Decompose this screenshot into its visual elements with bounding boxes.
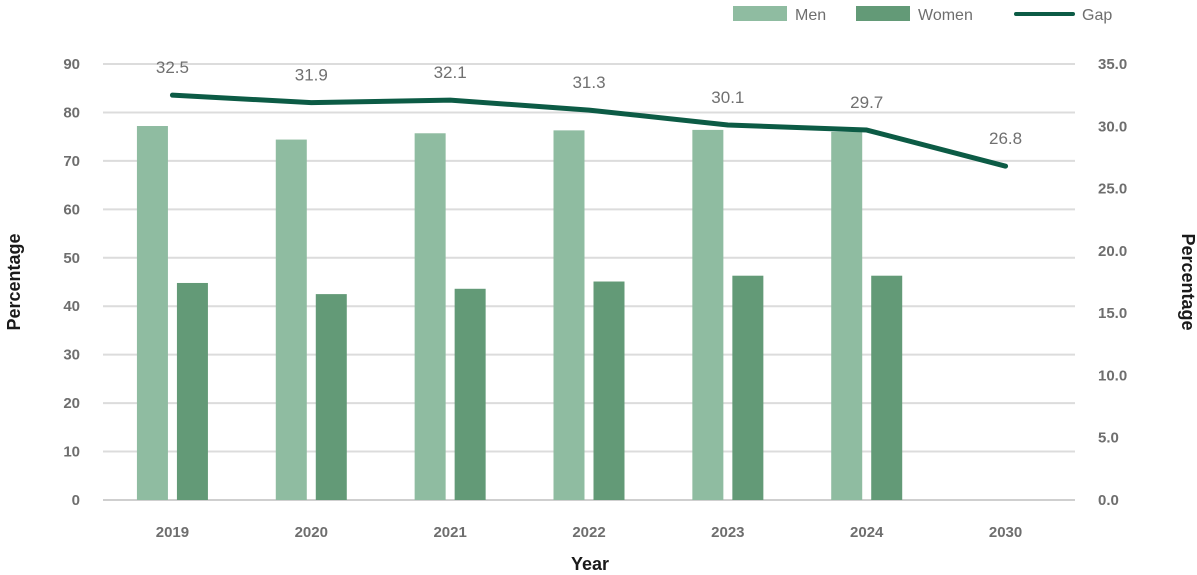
left-tick-label: 80 xyxy=(63,104,80,121)
x-tick-label: 2020 xyxy=(295,524,328,541)
gap-data-label: 26.8 xyxy=(989,129,1022,148)
bars xyxy=(136,126,903,501)
left-tick-label: 40 xyxy=(63,298,80,315)
bar-men xyxy=(275,139,307,500)
right-tick-label: 0.0 xyxy=(1098,492,1119,509)
left-axis-title: Percentage xyxy=(4,233,24,330)
right-tick-label: 30.0 xyxy=(1098,118,1127,135)
left-tick-label: 90 xyxy=(63,56,80,73)
right-tick-label: 20.0 xyxy=(1098,243,1127,260)
left-tick-label: 30 xyxy=(63,347,80,364)
bar-men xyxy=(692,129,724,500)
left-tick-label: 20 xyxy=(63,395,80,412)
right-tick-label: 5.0 xyxy=(1098,430,1119,447)
bar-men xyxy=(553,130,585,500)
gap-data-label: 32.5 xyxy=(156,58,189,77)
gap-series-line xyxy=(169,92,1009,169)
x-tick-label: 2021 xyxy=(433,524,466,541)
legend-swatch-men xyxy=(733,6,787,21)
x-tick-label: 2023 xyxy=(711,524,744,541)
gap-data-label: 32.1 xyxy=(434,63,467,82)
legend-label-men: Men xyxy=(795,7,826,24)
bar-women xyxy=(315,294,347,500)
bar-men xyxy=(136,126,168,501)
bar-men xyxy=(414,133,446,500)
right-axis-ticks: 0.0 5.0 10.0 15.0 20.0 25.0 30.0 35.0 xyxy=(1098,56,1127,509)
bar-women xyxy=(593,281,625,500)
right-tick-label: 10.0 xyxy=(1098,367,1127,384)
gap-data-label: 31.9 xyxy=(295,66,328,85)
right-axis-title: Percentage xyxy=(1178,233,1197,330)
legend: Men Women Gap xyxy=(733,6,1112,24)
right-tick-label: 25.0 xyxy=(1098,181,1127,198)
right-tick-label: 15.0 xyxy=(1098,305,1127,322)
left-tick-label: 10 xyxy=(63,444,80,461)
left-tick-label: 60 xyxy=(63,201,80,218)
gap-data-label: 30.1 xyxy=(711,88,744,107)
left-tick-label: 50 xyxy=(63,250,80,267)
gap-data-label: 29.7 xyxy=(850,93,883,112)
bar-men xyxy=(831,131,863,501)
gap-data-label: 31.3 xyxy=(572,73,605,92)
bar-women xyxy=(176,282,208,500)
x-tick-label: 2019 xyxy=(156,524,189,541)
legend-label-women: Women xyxy=(918,7,973,24)
legend-label-gap: Gap xyxy=(1082,7,1112,24)
bar-women xyxy=(732,275,764,500)
x-axis-title: Year xyxy=(571,554,609,574)
left-tick-label: 0 xyxy=(72,492,80,509)
x-tick-label: 2024 xyxy=(850,524,884,541)
gap-line xyxy=(169,92,1009,169)
right-tick-label: 35.0 xyxy=(1098,56,1127,73)
legend-swatch-women xyxy=(856,6,910,21)
x-tick-label: 2022 xyxy=(572,524,605,541)
bar-women xyxy=(454,288,486,500)
left-axis-ticks: 0 10 20 30 40 50 60 70 80 90 xyxy=(63,56,80,509)
x-axis-ticks: 2019 2020 2021 2022 2023 2024 2030 xyxy=(156,524,1023,541)
gap-data-labels: 32.5 31.9 32.1 31.3 30.1 29.7 26.8 xyxy=(156,58,1022,148)
bar-women xyxy=(871,275,903,500)
gridlines xyxy=(103,63,1075,501)
x-tick-label: 2030 xyxy=(989,524,1022,541)
left-tick-label: 70 xyxy=(63,153,80,170)
